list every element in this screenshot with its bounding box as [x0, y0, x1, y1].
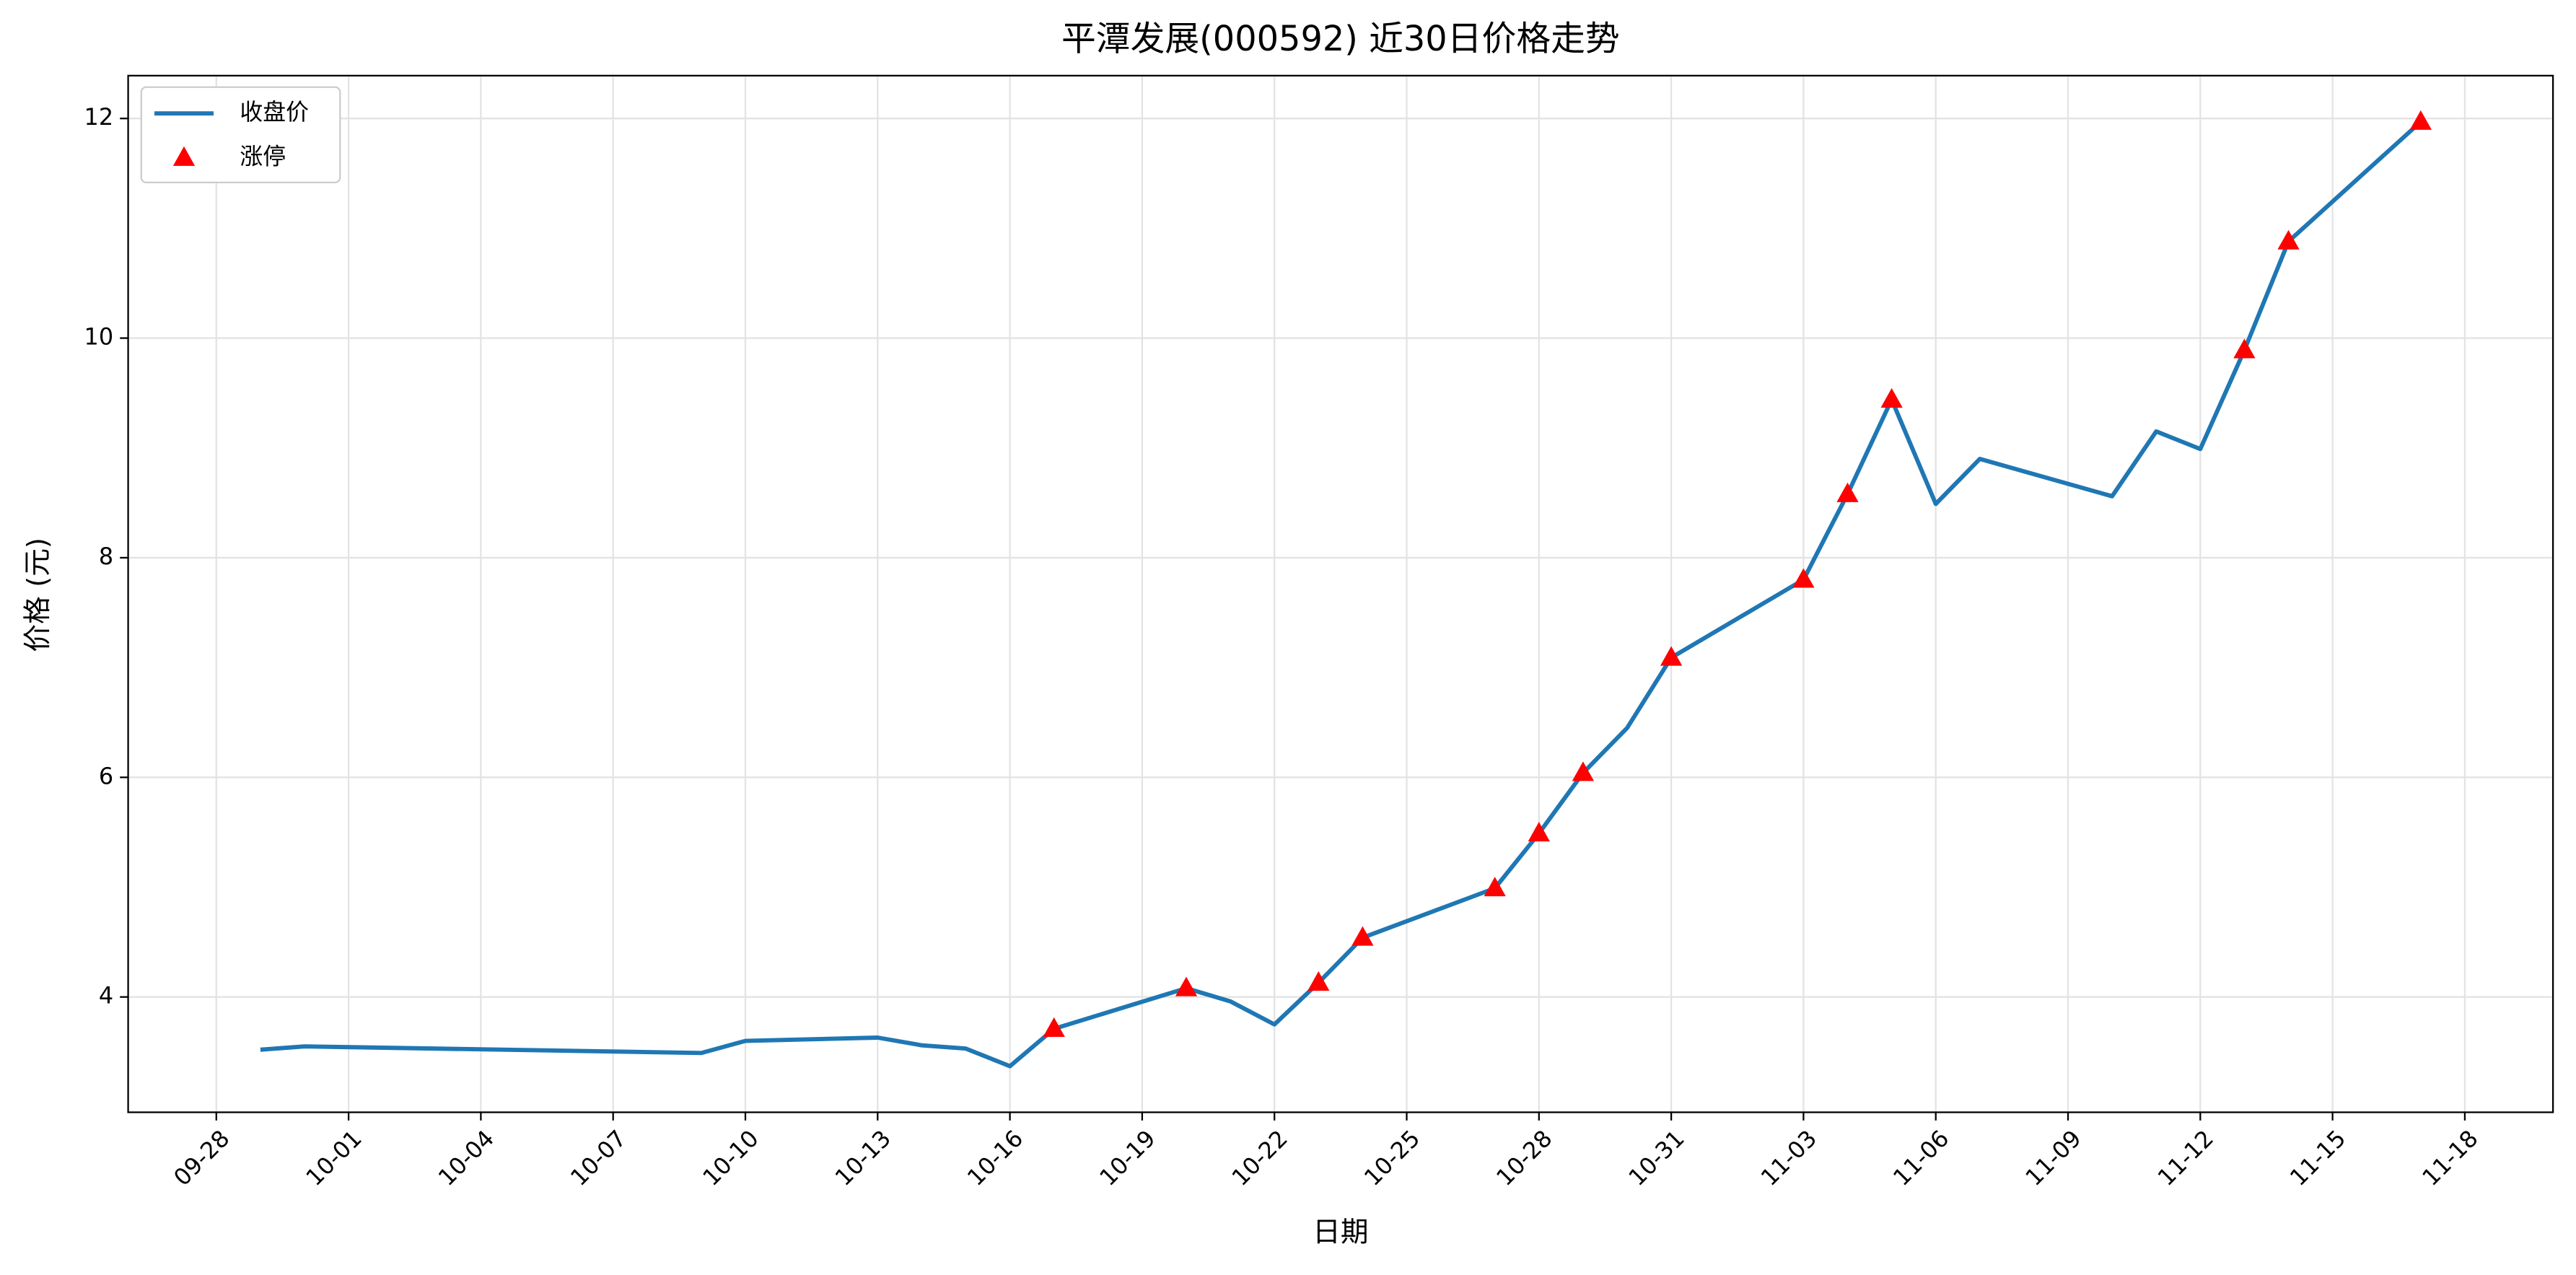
- x-axis-label: 日期: [1313, 1216, 1368, 1248]
- limit-up-marker: [1792, 568, 1815, 588]
- limit-up-marker: [1484, 877, 1506, 897]
- y-tick-label: 8: [99, 543, 113, 570]
- limit-up-marker: [1043, 1017, 1065, 1037]
- legend-label: 涨停: [240, 143, 286, 170]
- y-tick-label: 4: [99, 982, 113, 1009]
- plot-frame: [127, 74, 2554, 1113]
- legend-swatch: [172, 146, 196, 166]
- limit-up-marker: [1660, 646, 1683, 666]
- limit-up-marker: [1528, 821, 1550, 842]
- limit-up-marker: [1307, 971, 1330, 991]
- legend-box: [140, 86, 341, 183]
- y-axis-label: 价格 (元): [22, 538, 54, 652]
- limit-up-marker: [1572, 761, 1595, 781]
- limit-up-marker: [2233, 338, 2256, 359]
- limit-up-marker: [2409, 110, 2432, 130]
- limit-up-marker: [1351, 926, 1374, 946]
- y-tick-label: 12: [84, 103, 114, 131]
- limit-up-marker: [1880, 387, 1903, 408]
- limit-up-marker: [1836, 482, 1859, 502]
- y-tick-label: 10: [84, 323, 114, 351]
- price-line: [260, 120, 2422, 1069]
- legend-label: 收盘价: [240, 98, 309, 126]
- limit-up-marker: [2277, 229, 2300, 250]
- y-tick-label: 6: [99, 762, 113, 789]
- limit-up-marker: [1175, 976, 1198, 996]
- chart-title: 平潭发展(000592) 近30日价格走势: [1061, 19, 1620, 59]
